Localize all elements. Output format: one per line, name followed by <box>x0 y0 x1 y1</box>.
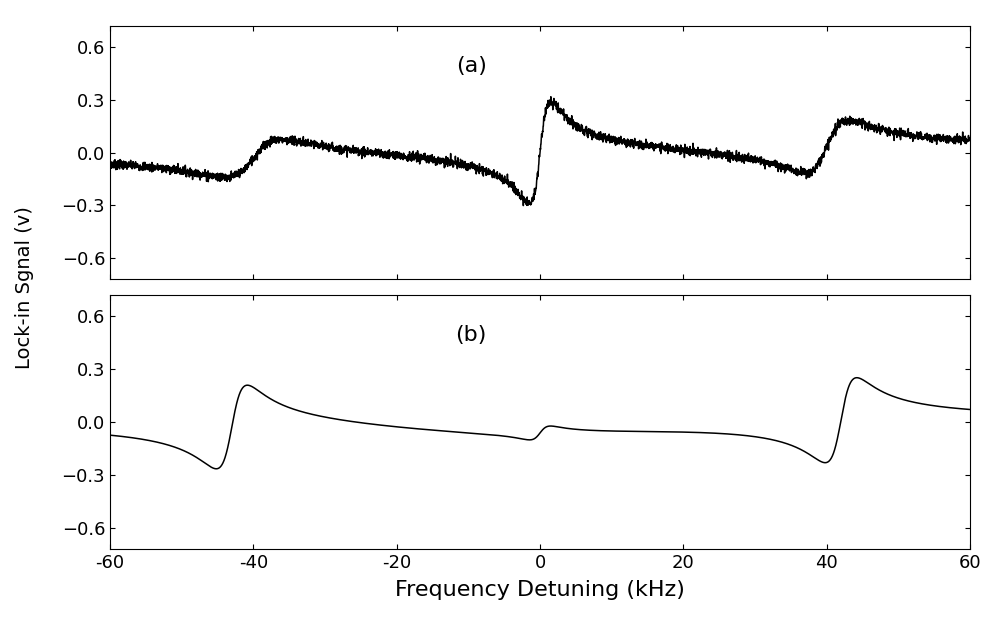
Text: Lock-in Sgnal (v): Lock-in Sgnal (v) <box>15 205 35 369</box>
X-axis label: Frequency Detuning (kHz): Frequency Detuning (kHz) <box>395 580 685 600</box>
Text: (b): (b) <box>456 325 487 345</box>
Text: (a): (a) <box>456 56 487 76</box>
